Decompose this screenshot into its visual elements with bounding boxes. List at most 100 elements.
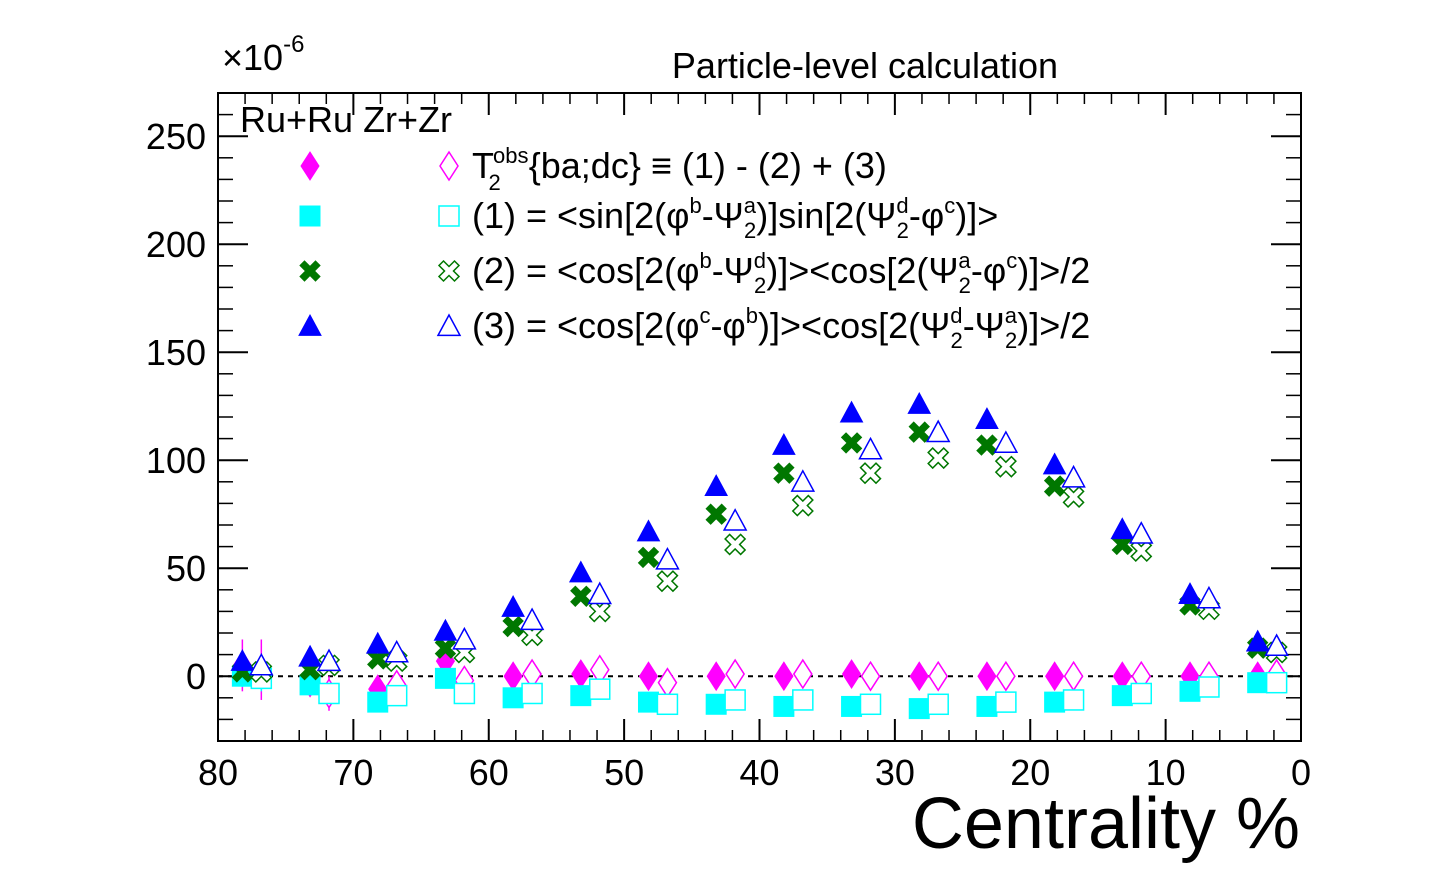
data-point-square-filled: [1111, 685, 1133, 707]
data-point-diamond-filled: [706, 661, 726, 692]
data-point-diamond-filled: [909, 661, 929, 692]
y-tick-labels: 0 50 100 150 200 250: [146, 116, 206, 697]
data-point-triangle-open: [316, 648, 342, 672]
data-point-square-open: [589, 678, 611, 700]
data-point-diamond-filled: [638, 661, 659, 692]
data-point-triangle-filled: [501, 595, 525, 617]
data-point-triangle-open: [1264, 633, 1289, 657]
data-point-square-open: [521, 682, 543, 705]
data-point-square-open: [1265, 671, 1288, 694]
y-tick-label: 150: [146, 332, 206, 373]
data-point-triangle-open: [790, 469, 816, 492]
data-point-triangle-open: [384, 639, 409, 663]
data-point-square-open: [724, 689, 746, 711]
data-point-cross-open: [994, 455, 1017, 478]
legend: Ru+Ru Zr+Zr Tobs 2 {ba;dc} ≡ (1) - (2) + (…: [240, 99, 1090, 353]
legend-marker-cross-filled: [299, 260, 321, 282]
y-multiplier: ×10-6: [222, 31, 304, 78]
data-point-triangle-filled: [636, 519, 661, 542]
chart-title: Particle-level calculation: [672, 45, 1058, 86]
legend-markers: [298, 150, 462, 337]
data-point-triangle-filled: [1110, 517, 1135, 540]
data-point-triangle-filled: [1178, 582, 1202, 604]
data-point-triangle-open: [722, 508, 748, 531]
data-point-square-open: [385, 684, 408, 707]
data-point-diamond-open: [725, 658, 746, 690]
data-point-triangle-filled: [839, 400, 864, 423]
data-point-square-open: [656, 693, 679, 716]
data-point-square-filled: [705, 693, 727, 715]
data-point-cross-filled: [705, 503, 727, 525]
data-point-diamond-filled: [774, 661, 794, 692]
data-point-triangle-filled: [1245, 629, 1270, 652]
legend-header: Ru+Ru Zr+Zr: [240, 99, 452, 140]
data-point-square-open: [318, 682, 340, 705]
x-tick-label: 70: [333, 752, 373, 793]
data-point-square-filled: [637, 691, 659, 713]
data-point-triangle-open: [1128, 521, 1154, 544]
x-tick-label: 60: [469, 752, 509, 793]
data-point-square-open: [1130, 682, 1153, 705]
data-point-cross-open: [724, 533, 747, 556]
y-tick-label: 250: [146, 116, 206, 157]
legend-label-term1: (1) = <sin[2(φb-Ψa 2)]sin[2(Ψd 2-φc)]>: [472, 193, 998, 243]
x-tick-label: 10: [1146, 752, 1186, 793]
data-point-square-open: [1062, 689, 1085, 711]
data-point-square-open: [792, 689, 814, 711]
data-markers: [230, 391, 1289, 720]
data-point-triangle-open: [587, 581, 613, 605]
data-point-square-filled: [1179, 680, 1201, 702]
legend-marker-square-filled: [299, 205, 321, 227]
data-point-diamond-filled: [1045, 661, 1065, 692]
y-tick-label: 100: [146, 440, 206, 481]
data-point-triangle-open: [249, 652, 274, 676]
y-multiplier-exp: -6: [283, 31, 304, 58]
legend-marker-triangle-open: [436, 313, 462, 337]
data-point-square-filled: [908, 698, 930, 720]
data-point-square-filled: [1247, 672, 1269, 694]
data-point-square-filled: [1044, 691, 1066, 713]
data-point-triangle-filled: [230, 649, 255, 671]
data-point-triangle-open: [1061, 464, 1086, 488]
data-point-square-open: [995, 691, 1017, 713]
x-axis-label: Centrality %: [912, 784, 1300, 864]
data-point-square-open: [927, 693, 949, 716]
x-tick-label: 50: [604, 752, 644, 793]
data-point-triangle-filled: [704, 474, 729, 496]
data-point-cross-filled: [908, 421, 930, 443]
data-point-square-filled: [367, 691, 389, 713]
data-point-triangle-open: [1196, 585, 1222, 609]
data-point-triangle-filled: [1042, 452, 1067, 475]
data-point-square-filled: [976, 695, 998, 717]
data-point-diamond-filled: [841, 659, 862, 689]
data-point-square-filled: [841, 695, 863, 717]
data-point-triangle-open: [655, 546, 680, 570]
data-point-square-filled: [502, 687, 524, 709]
data-point-diamond-open: [995, 660, 1016, 692]
data-point-square-filled: [570, 685, 592, 707]
x-tick-labels: 80 70 60 50 40 30 20 10 0: [198, 752, 1311, 793]
data-point-triangle-open: [993, 430, 1019, 454]
y-tick-label: 0: [186, 656, 206, 697]
data-point-triangle-open: [858, 436, 883, 460]
data-point-diamond-filled: [977, 661, 997, 692]
data-point-triangle-filled: [298, 644, 322, 667]
legend-marker-square-open: [438, 205, 460, 227]
legend-label-t2obs: Tobs 2 {ba;dc} ≡ (1) - (2) + (3): [472, 143, 887, 195]
x-tick-label: 40: [739, 752, 779, 793]
data-point-square-open: [453, 682, 476, 705]
data-point-square-open: [859, 693, 882, 716]
data-point-triangle-open: [925, 419, 951, 443]
data-point-triangle-filled: [433, 618, 458, 641]
data-point-triangle-filled: [772, 433, 796, 455]
data-point-triangle-open: [452, 626, 477, 650]
data-point-square-open: [1198, 676, 1220, 698]
data-point-diamond-open: [792, 658, 813, 690]
data-point-cross-open: [656, 570, 679, 593]
y-tick-label: 50: [166, 548, 206, 589]
data-point-cross-filled: [1043, 475, 1066, 497]
data-point-diamond-open: [860, 660, 881, 692]
legend-label-term2: (2) = <cos[2(φb-Ψd 2)]><cos[2(Ψa 2-φc)]>/2: [472, 248, 1090, 298]
